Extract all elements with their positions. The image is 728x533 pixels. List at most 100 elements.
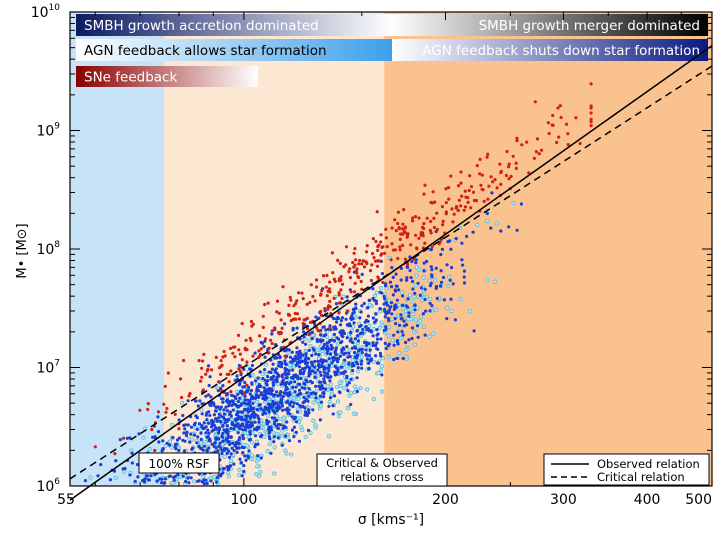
data-point — [284, 363, 288, 367]
data-point — [398, 237, 402, 241]
data-point — [331, 356, 335, 360]
data-point — [205, 418, 209, 422]
data-point — [256, 442, 260, 446]
data-point — [355, 376, 359, 380]
data-point — [229, 435, 233, 439]
data-point — [458, 297, 463, 302]
data-point — [358, 386, 363, 391]
data-point — [294, 420, 299, 424]
data-point — [202, 352, 206, 356]
data-point — [237, 415, 241, 419]
data-point — [276, 426, 280, 431]
data-point — [478, 172, 482, 176]
data-point — [397, 227, 401, 231]
data-point — [432, 216, 436, 220]
data-point — [333, 370, 337, 374]
data-point — [209, 479, 213, 483]
data-point — [348, 339, 352, 343]
data-point — [231, 345, 236, 349]
data-point — [303, 386, 307, 390]
data-point — [390, 242, 394, 246]
data-point — [334, 384, 340, 389]
data-point — [350, 358, 356, 363]
data-point — [358, 316, 362, 320]
x-axis-label: σ [kms⁻¹] — [358, 512, 424, 528]
data-point — [357, 262, 361, 266]
data-point — [240, 474, 244, 478]
data-point — [208, 476, 213, 481]
data-point — [215, 419, 219, 423]
data-point — [386, 298, 392, 303]
data-point — [421, 275, 426, 280]
data-point — [555, 140, 559, 145]
data-point — [441, 223, 445, 227]
data-point — [432, 225, 436, 230]
data-point — [308, 430, 313, 435]
data-point — [197, 422, 202, 426]
data-point — [281, 426, 285, 430]
data-point — [241, 436, 245, 441]
data-point — [403, 225, 408, 229]
data-point — [332, 325, 336, 329]
data-point — [485, 211, 489, 216]
data-point — [305, 302, 309, 306]
data-point — [232, 427, 236, 431]
y-tick-label: 108 — [36, 240, 60, 258]
data-point — [186, 476, 190, 480]
data-point — [163, 481, 167, 485]
data-point — [314, 352, 318, 356]
data-point — [303, 382, 307, 386]
data-point — [266, 402, 271, 406]
data-point — [321, 345, 325, 349]
data-point — [162, 402, 166, 406]
data-point — [349, 331, 353, 335]
data-point — [204, 394, 208, 398]
data-point — [310, 330, 314, 334]
data-point — [215, 480, 219, 484]
data-point — [128, 473, 132, 477]
data-point — [385, 245, 389, 249]
data-point — [247, 401, 251, 405]
data-point — [367, 342, 371, 346]
data-point — [199, 379, 203, 383]
data-point — [375, 259, 379, 263]
data-point — [266, 375, 270, 379]
data-point — [411, 279, 415, 284]
data-point — [316, 368, 320, 372]
data-point — [425, 216, 429, 220]
data-point — [504, 173, 508, 178]
data-point — [423, 183, 427, 187]
data-point — [219, 414, 223, 418]
data-point — [247, 438, 251, 442]
data-point — [511, 201, 516, 206]
data-point — [589, 106, 593, 110]
data-point — [399, 266, 403, 270]
data-point — [350, 346, 355, 350]
data-point — [376, 332, 380, 336]
data-point — [313, 423, 318, 428]
data-point — [241, 451, 245, 455]
data-point — [396, 356, 400, 360]
data-point — [196, 404, 200, 408]
data-point — [304, 356, 308, 360]
data-point — [224, 405, 228, 409]
data-point — [405, 265, 410, 269]
data-point — [400, 330, 404, 334]
data-point — [407, 293, 412, 298]
data-point — [372, 256, 376, 260]
data-point — [272, 326, 277, 330]
data-point — [225, 399, 229, 403]
data-point — [273, 393, 277, 397]
data-point — [257, 403, 261, 407]
data-point — [278, 356, 282, 360]
data-point — [291, 404, 295, 409]
data-point — [339, 319, 343, 323]
data-point — [266, 301, 270, 305]
data-point — [193, 421, 197, 425]
data-point — [258, 370, 262, 374]
data-point — [509, 174, 513, 179]
y-tick-exponent: 7 — [54, 359, 60, 369]
data-point — [321, 395, 326, 399]
data-point — [328, 299, 332, 303]
data-point — [356, 349, 361, 353]
